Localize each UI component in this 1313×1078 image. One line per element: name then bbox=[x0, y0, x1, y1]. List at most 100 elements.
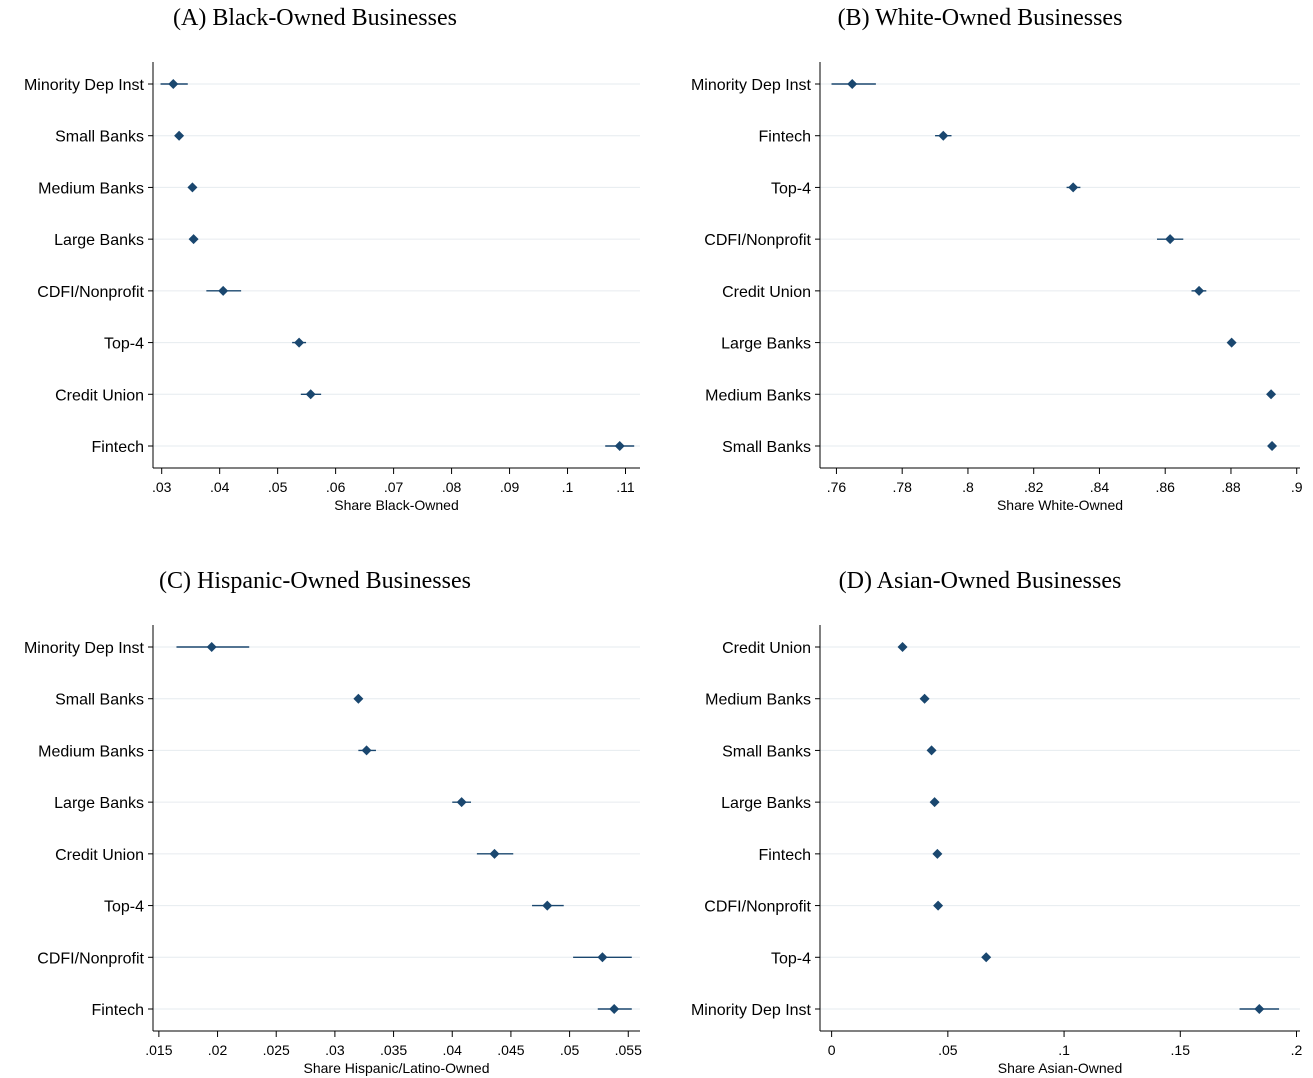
panel-4: (D) Asian-Owned Businesses Credit Union Me… bbox=[691, 568, 1303, 1076]
category-label: Large Banks bbox=[721, 336, 811, 353]
x-tick-label: .08 bbox=[442, 479, 462, 495]
point-estimate bbox=[938, 130, 949, 141]
point-estimate bbox=[353, 693, 364, 704]
x-tick-label: .045 bbox=[497, 1042, 524, 1058]
point-estimate bbox=[174, 130, 185, 141]
point-estimate bbox=[361, 745, 372, 756]
point-estimate bbox=[933, 900, 944, 911]
panel-3: (C) Hispanic-Owned Businesses Minority De… bbox=[24, 568, 642, 1076]
x-tick-label: .03 bbox=[152, 479, 172, 495]
x-tick-label: .05 bbox=[268, 479, 288, 495]
x-tick-label: .035 bbox=[380, 1042, 407, 1058]
x-tick-label: .15 bbox=[1171, 1042, 1191, 1058]
category-label: Fintech bbox=[92, 1002, 144, 1019]
x-tick-label: .04 bbox=[443, 1042, 463, 1058]
x-tick-label: .05 bbox=[560, 1042, 580, 1058]
point-estimate bbox=[926, 745, 937, 756]
category-label: Minority Dep Inst bbox=[691, 77, 812, 94]
category-label: Minority Dep Inst bbox=[24, 77, 145, 94]
category-label: Credit Union bbox=[55, 387, 144, 404]
category-label: Credit Union bbox=[722, 640, 811, 657]
point-estimate bbox=[1267, 441, 1278, 451]
x-tick-label: .06 bbox=[326, 479, 346, 495]
point-estimate bbox=[609, 1004, 620, 1014]
point-estimate bbox=[218, 285, 229, 296]
point-estimate bbox=[294, 337, 305, 348]
panel-title: (B) White-Owned Businesses bbox=[838, 5, 1123, 31]
x-tick-label: .84 bbox=[1090, 479, 1110, 495]
x-axis-label: Share Black-Owned bbox=[334, 497, 459, 513]
category-label: Minority Dep Inst bbox=[24, 640, 145, 657]
point-estimate bbox=[614, 441, 625, 451]
point-estimate bbox=[187, 182, 198, 193]
point-estimate bbox=[897, 642, 908, 652]
point-estimate bbox=[1068, 182, 1079, 193]
x-tick-label: .04 bbox=[210, 479, 230, 495]
x-tick-label: .8 bbox=[962, 479, 974, 495]
point-estimate bbox=[929, 797, 940, 808]
x-tick-label: .88 bbox=[1221, 479, 1241, 495]
point-estimate bbox=[919, 693, 930, 704]
x-axis-label: Share White-Owned bbox=[997, 497, 1123, 513]
x-tick-label: .1 bbox=[1058, 1042, 1070, 1058]
point-estimate bbox=[168, 79, 179, 89]
category-label: Top-4 bbox=[771, 180, 811, 197]
point-estimate bbox=[206, 642, 217, 652]
x-tick-label: .02 bbox=[208, 1042, 228, 1058]
x-tick-label: .025 bbox=[263, 1042, 290, 1058]
category-label: Minority Dep Inst bbox=[691, 1002, 812, 1019]
category-label: Top-4 bbox=[104, 899, 144, 916]
category-label: Medium Banks bbox=[38, 180, 144, 197]
panel-1: (A) Black-Owned Businesses Minority Dep I… bbox=[24, 5, 640, 513]
category-label: Top-4 bbox=[771, 950, 811, 967]
x-axis-label: Share Hispanic/Latino-Owned bbox=[304, 1060, 490, 1076]
x-tick-label: .015 bbox=[145, 1042, 172, 1058]
x-tick-label: .9 bbox=[1291, 479, 1303, 495]
category-label: CDFI/Nonprofit bbox=[704, 232, 811, 249]
point-estimate bbox=[305, 389, 316, 400]
point-estimate bbox=[456, 797, 467, 808]
category-label: Large Banks bbox=[721, 795, 811, 812]
x-axis-label: Share Asian-Owned bbox=[998, 1060, 1123, 1076]
point-estimate bbox=[1226, 337, 1237, 348]
category-label: Top-4 bbox=[104, 336, 144, 353]
point-estimate bbox=[847, 79, 858, 89]
point-estimate bbox=[489, 848, 500, 859]
category-label: Medium Banks bbox=[38, 743, 144, 760]
x-tick-label: .09 bbox=[500, 479, 520, 495]
category-label: Credit Union bbox=[55, 847, 144, 864]
point-estimate bbox=[981, 952, 992, 963]
x-tick-label: 0 bbox=[828, 1042, 836, 1058]
point-estimate bbox=[1194, 285, 1205, 296]
point-estimate bbox=[1254, 1004, 1265, 1014]
category-label: Fintech bbox=[92, 439, 144, 456]
category-label: Small Banks bbox=[722, 439, 811, 456]
category-label: Credit Union bbox=[722, 284, 811, 301]
category-label: Small Banks bbox=[55, 129, 144, 146]
category-label: Fintech bbox=[759, 129, 811, 146]
category-label: Medium Banks bbox=[705, 692, 811, 709]
panel-title: (C) Hispanic-Owned Businesses bbox=[159, 568, 471, 594]
x-tick-label: .05 bbox=[938, 1042, 958, 1058]
category-label: Small Banks bbox=[722, 743, 811, 760]
point-estimate bbox=[597, 952, 608, 963]
x-tick-label: .03 bbox=[325, 1042, 345, 1058]
point-estimate bbox=[932, 848, 943, 859]
x-tick-label: .055 bbox=[615, 1042, 642, 1058]
point-estimate bbox=[542, 900, 553, 911]
category-label: Large Banks bbox=[54, 795, 144, 812]
panel-2: (B) White-Owned Businesses Minority Dep I… bbox=[691, 5, 1303, 513]
category-label: Fintech bbox=[759, 847, 811, 864]
x-tick-label: .78 bbox=[892, 479, 912, 495]
point-estimate bbox=[1165, 234, 1176, 245]
x-tick-label: .82 bbox=[1024, 479, 1044, 495]
panel-title: (A) Black-Owned Businesses bbox=[173, 5, 457, 31]
x-tick-label: .11 bbox=[616, 479, 635, 495]
category-label: Medium Banks bbox=[705, 387, 811, 404]
panel-title: (D) Asian-Owned Businesses bbox=[839, 568, 1122, 594]
x-tick-label: .1 bbox=[562, 479, 574, 495]
x-tick-label: .2 bbox=[1291, 1042, 1303, 1058]
x-tick-label: .76 bbox=[827, 479, 847, 495]
x-tick-label: .07 bbox=[384, 479, 404, 495]
